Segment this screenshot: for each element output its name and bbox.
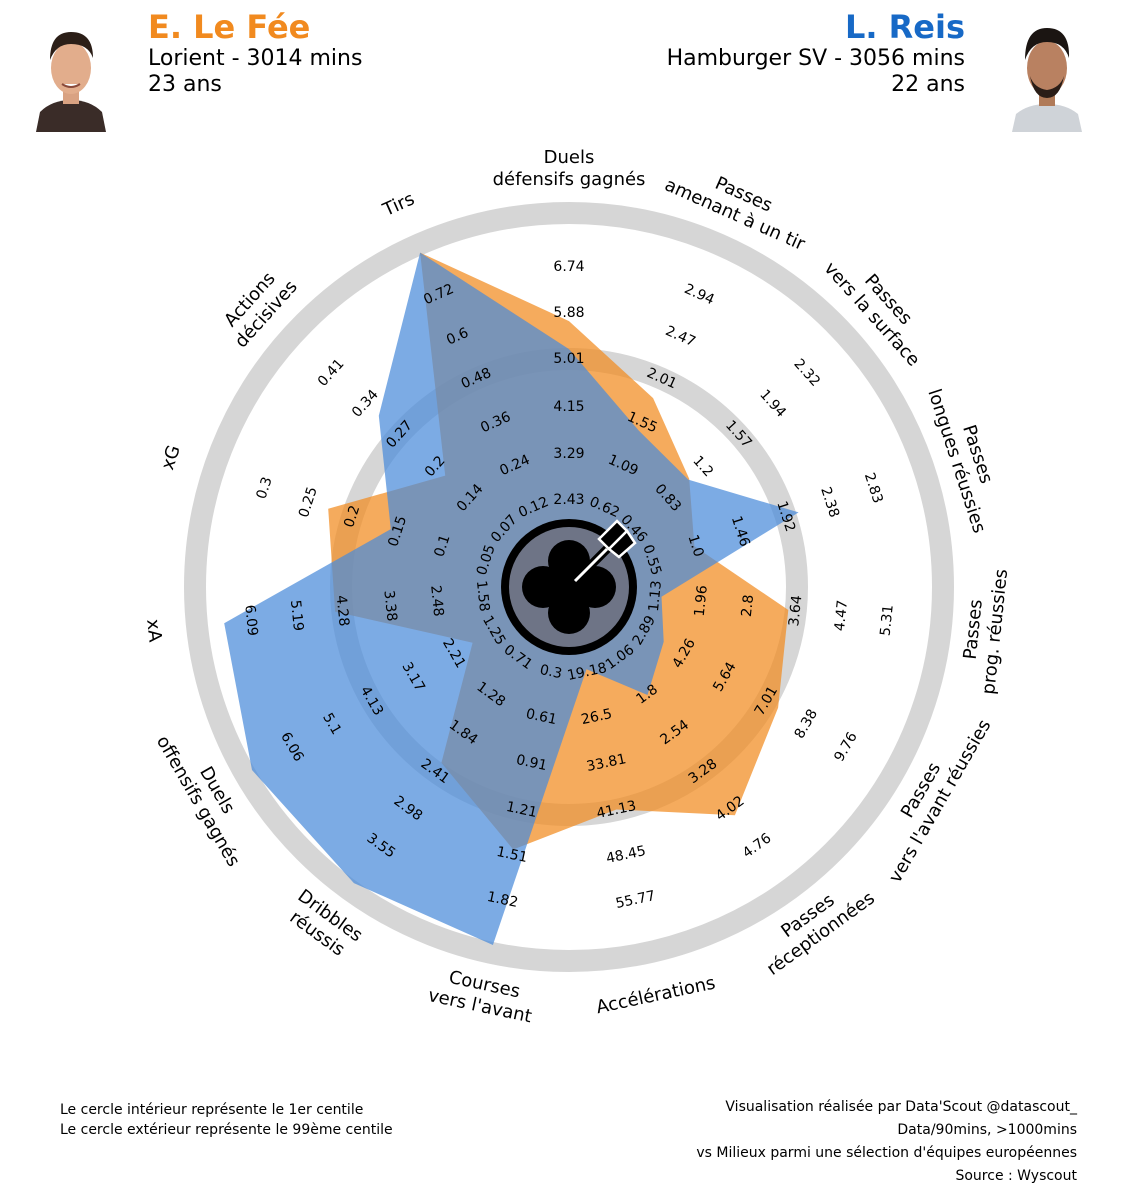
caption-right-line-4: Source : Wyscout bbox=[955, 1168, 1077, 1184]
tick-label: 1.51 bbox=[495, 844, 529, 866]
player-left-photo bbox=[32, 16, 110, 132]
tick-label: 1.58 bbox=[473, 580, 492, 613]
tick-label: 3.38 bbox=[380, 589, 399, 622]
category-label: xA bbox=[142, 618, 165, 644]
tick-label: 1.21 bbox=[505, 799, 539, 821]
tick-label: 5.19 bbox=[287, 599, 306, 632]
tick-label: 2.94 bbox=[682, 281, 717, 308]
tick-label: 0.2 bbox=[341, 503, 363, 529]
category-label-line: Duels bbox=[544, 147, 595, 168]
tick-label: 0.1 bbox=[431, 533, 453, 559]
tick-label: 2.38 bbox=[817, 485, 842, 520]
tick-label: 0.3 bbox=[538, 662, 563, 682]
category-label-line: Tirs bbox=[379, 188, 418, 221]
caption-right: Visualisation réalisée par Data'Scout @d… bbox=[696, 1096, 1077, 1188]
tick-label: 0.3 bbox=[254, 475, 276, 501]
tick-label: 4.28 bbox=[333, 594, 352, 627]
tick-label: 1.13 bbox=[646, 580, 665, 613]
tick-label: 2.83 bbox=[861, 471, 886, 506]
player-right-club-minutes: Hamburger SV - 3056 mins bbox=[666, 46, 965, 71]
category-label-line: xG bbox=[157, 443, 185, 473]
tick-label: 2.47 bbox=[663, 323, 698, 350]
caption-right-line-3: vs Milieux parmi une sélection d'équipes… bbox=[696, 1145, 1077, 1161]
tick-label: 0.41 bbox=[315, 356, 348, 390]
tick-label: 8.38 bbox=[792, 707, 821, 742]
tick-label: 0.61 bbox=[524, 706, 558, 728]
tick-label: 1.94 bbox=[756, 387, 789, 421]
caption-right-line-1: Visualisation réalisée par Data'Scout @d… bbox=[725, 1099, 1077, 1115]
tick-label: 5.88 bbox=[553, 305, 584, 321]
tick-label: 2.48 bbox=[427, 585, 446, 618]
tick-label: 6.09 bbox=[241, 604, 260, 637]
player-right-age: 22 ans bbox=[891, 72, 965, 97]
category-label-line: xA bbox=[142, 618, 165, 644]
player-right-name: L. Reis bbox=[844, 8, 965, 46]
tick-label: 2.8 bbox=[739, 594, 757, 618]
player-left-club-minutes: Lorient - 3014 mins bbox=[148, 46, 363, 71]
tick-label: 9.76 bbox=[831, 729, 860, 764]
tick-label: 5.01 bbox=[553, 351, 584, 367]
tick-label: 48.45 bbox=[605, 843, 648, 867]
radar-chart: 0.01.572.433.294.155.015.886.740.160.621… bbox=[142, 147, 1013, 1028]
tick-label: 55.77 bbox=[614, 888, 657, 912]
player-left-header: E. Le Fée Lorient - 3014 mins 23 ans bbox=[148, 8, 362, 98]
datascout-logo-icon bbox=[501, 519, 637, 655]
tick-label: 1.96 bbox=[692, 584, 711, 617]
tick-label: 3.29 bbox=[553, 446, 584, 462]
tick-label: 0.91 bbox=[515, 752, 549, 774]
tick-label: 0.25 bbox=[296, 485, 321, 520]
tick-label: 5.31 bbox=[878, 604, 897, 637]
caption-left: Le cercle intérieur représente le 1er ce… bbox=[60, 1100, 393, 1140]
category-label: xG bbox=[157, 443, 185, 473]
tick-label: 1.0 bbox=[684, 533, 706, 559]
player-left-name: E. Le Fée bbox=[148, 8, 311, 46]
caption-left-line-2: Le cercle extérieur représente le 99ème … bbox=[60, 1122, 393, 1138]
tick-label: 4.15 bbox=[553, 399, 584, 415]
category-label-line: défensifs gagnés bbox=[493, 169, 646, 190]
tick-label: 1.82 bbox=[486, 889, 520, 911]
player-right-photo bbox=[1008, 16, 1086, 132]
caption-right-line-2: Data/90mins, >1000mins bbox=[897, 1122, 1077, 1138]
caption-left-line-1: Le cercle intérieur représente le 1er ce… bbox=[60, 1102, 364, 1118]
tick-label: 6.74 bbox=[553, 259, 584, 275]
category-label-line: Accélérations bbox=[594, 973, 717, 1019]
player-right-header: L. Reis Hamburger SV - 3056 mins 22 ans bbox=[667, 8, 965, 98]
tick-label: 2.32 bbox=[790, 356, 823, 390]
tick-label: 4.76 bbox=[740, 830, 775, 861]
tick-label: 2.43 bbox=[553, 492, 584, 508]
tick-label: 26.5 bbox=[580, 706, 614, 728]
tick-label: 0.34 bbox=[349, 387, 382, 421]
tick-label: 3.64 bbox=[786, 594, 805, 627]
category-label: Tirs bbox=[379, 188, 418, 221]
tick-label: 4.47 bbox=[832, 599, 851, 632]
radar-band-2 bbox=[184, 202, 954, 972]
tick-label: 1.2 bbox=[689, 453, 716, 480]
category-label: Accélérations bbox=[594, 973, 717, 1019]
player-left-age: 23 ans bbox=[148, 72, 222, 97]
